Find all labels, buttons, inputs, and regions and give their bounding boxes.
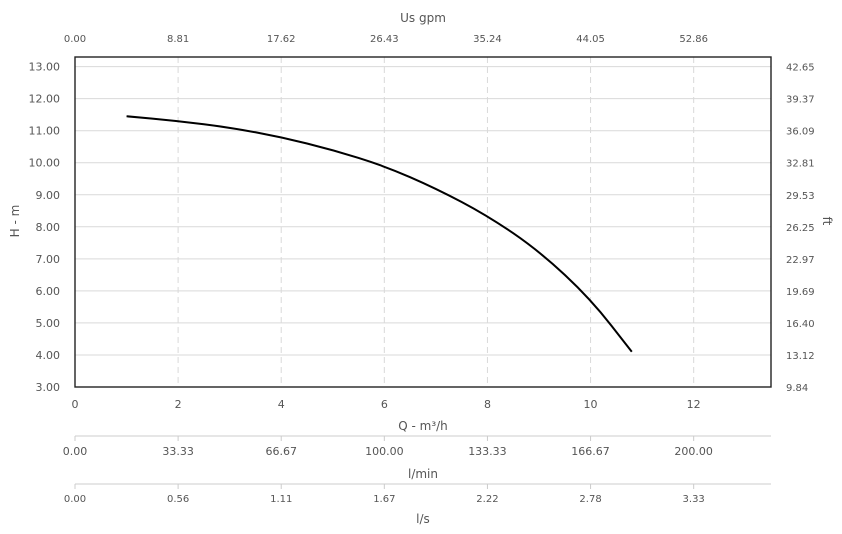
lmin-tick-label: 0.00 (63, 445, 88, 458)
ls-tick-label: 1.11 (270, 494, 292, 505)
tick-labels: 0 2 4 6 8 10 12 3.00 4.00 5.00 6.00 7.00 8.00 9.00 10.… (29, 34, 815, 411)
y-tick-label: 3.00 (36, 381, 61, 394)
secondary-axes: 0.00 33.33 66.67 100.00 133.33 166.67 200.00 0.… (63, 435, 771, 505)
pump-curve-line (126, 115, 633, 353)
x-tick-label: 10 (584, 398, 598, 411)
series-layer (126, 115, 633, 353)
y-axis-title: H - m (8, 205, 22, 238)
lmin-axis-title: l/min (408, 467, 438, 481)
y-tick-label: 13.00 (29, 61, 61, 74)
right-axis-title: ft (820, 217, 834, 226)
right-tick-label: 39.37 (786, 95, 815, 106)
lmin-tick-label: 200.00 (674, 445, 713, 458)
y-tick-label: 10.00 (29, 157, 61, 170)
right-tick-label: 22.97 (786, 255, 815, 266)
lmin-tick-label: 166.67 (571, 445, 610, 458)
x-tick-label: 0 (72, 398, 79, 411)
plot-border (74, 56, 772, 388)
x-tick-label: 2 (175, 398, 182, 411)
x-tick-label: 4 (278, 398, 285, 411)
x-tick-label: 12 (687, 398, 701, 411)
x-tick-label: 8 (484, 398, 491, 411)
top-axis-title: Us gpm (400, 11, 446, 25)
y-tick-label: 4.00 (36, 349, 61, 362)
right-tick-label: 16.40 (786, 319, 815, 330)
ls-tick-label: 3.33 (683, 494, 705, 505)
ls-tick-label: 1.67 (373, 494, 395, 505)
right-tick-label: 29.53 (786, 191, 815, 202)
top-tick-label: 44.05 (576, 34, 605, 45)
top-tick-label: 17.62 (267, 34, 296, 45)
top-tick-label: 26.43 (370, 34, 399, 45)
x-tick-label: 6 (381, 398, 388, 411)
plot-frame (74, 56, 772, 388)
right-tick-label: 36.09 (786, 127, 815, 138)
ls-axis-title: l/s (416, 512, 430, 526)
y-tick-label: 5.00 (36, 317, 61, 330)
right-tick-label: 42.65 (786, 63, 815, 74)
lmin-tick-label: 33.33 (162, 445, 194, 458)
lmin-tick-label: 66.67 (265, 445, 297, 458)
x-axis-title: Q - m³/h (398, 419, 448, 433)
ls-tick-label: 0.00 (64, 494, 86, 505)
right-tick-label: 9.84 (786, 383, 808, 394)
right-tick-label: 19.69 (786, 287, 815, 298)
lmin-tick-label: 133.33 (468, 445, 507, 458)
top-tick-label: 0.00 (64, 34, 86, 45)
top-tick-label: 52.86 (679, 34, 708, 45)
y-tick-label: 11.00 (29, 125, 61, 138)
grid (75, 57, 771, 388)
right-tick-label: 26.25 (786, 223, 815, 234)
lmin-tick-label: 100.00 (365, 445, 404, 458)
ls-tick-label: 2.78 (579, 494, 601, 505)
top-tick-label: 8.81 (167, 34, 189, 45)
ls-tick-label: 2.22 (476, 494, 498, 505)
right-tick-label: 32.81 (786, 159, 815, 170)
y-tick-label: 12.00 (29, 93, 61, 106)
top-tick-label: 35.24 (473, 34, 502, 45)
y-tick-label: 7.00 (36, 253, 61, 266)
ls-tick-label: 0.56 (167, 494, 189, 505)
y-tick-label: 6.00 (36, 285, 61, 298)
right-tick-label: 13.12 (786, 351, 815, 362)
y-tick-label: 9.00 (36, 189, 61, 202)
y-tick-label: 8.00 (36, 221, 61, 234)
